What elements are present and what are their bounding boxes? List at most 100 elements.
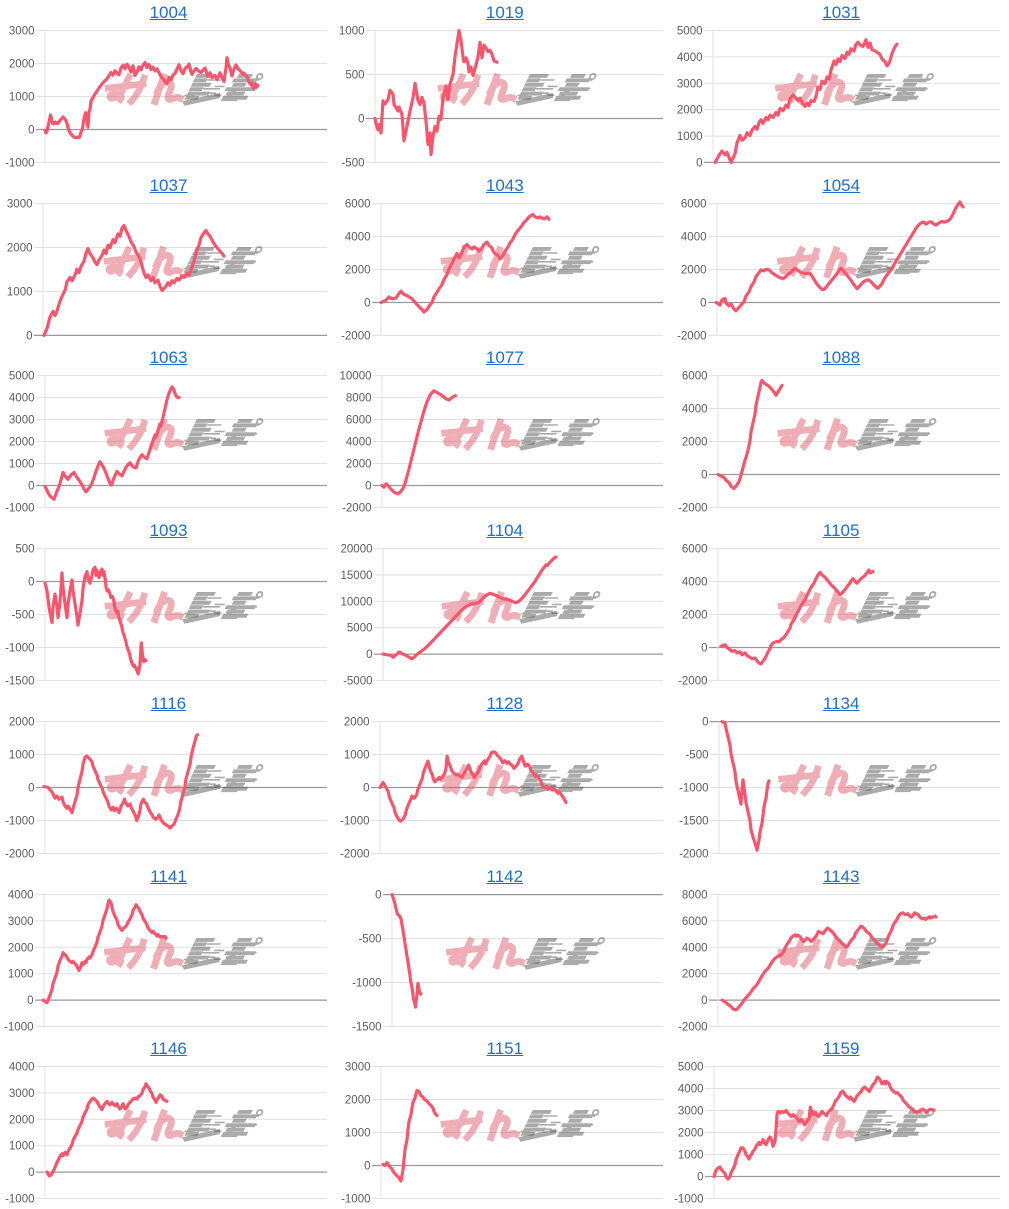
svg-text:4000: 4000 bbox=[682, 942, 708, 954]
svg-text:-2000: -2000 bbox=[341, 330, 370, 342]
svg-text:1000: 1000 bbox=[677, 131, 703, 143]
svg-text:3000: 3000 bbox=[345, 1062, 371, 1074]
svg-text:1000: 1000 bbox=[9, 749, 35, 761]
svg-text:5000: 5000 bbox=[677, 26, 703, 38]
svg-text:1000: 1000 bbox=[9, 1141, 35, 1153]
svg-text:500: 500 bbox=[346, 70, 365, 82]
svg-text:0: 0 bbox=[702, 716, 708, 728]
svg-text:6000: 6000 bbox=[682, 915, 708, 927]
svg-text:0: 0 bbox=[696, 157, 702, 169]
svg-text:10000: 10000 bbox=[341, 596, 373, 608]
svg-text:-5000: -5000 bbox=[343, 675, 372, 687]
svg-text:-1500: -1500 bbox=[5, 675, 34, 687]
svg-text:-2000: -2000 bbox=[678, 1021, 707, 1033]
svg-text:1000: 1000 bbox=[678, 1150, 704, 1162]
svg-text:-1000: -1000 bbox=[341, 1194, 370, 1206]
svg-text:3000: 3000 bbox=[9, 415, 35, 427]
svg-text:10000: 10000 bbox=[340, 371, 372, 383]
svg-text:2000: 2000 bbox=[8, 942, 34, 954]
svg-text:1000: 1000 bbox=[7, 286, 33, 298]
svg-text:8000: 8000 bbox=[346, 393, 372, 405]
svg-text:0: 0 bbox=[363, 782, 369, 794]
svg-text:0: 0 bbox=[700, 297, 706, 309]
svg-text:2000: 2000 bbox=[7, 242, 33, 254]
svg-text:-1000: -1000 bbox=[5, 503, 34, 515]
svg-text:0: 0 bbox=[27, 995, 33, 1007]
svg-text:-500: -500 bbox=[342, 157, 365, 169]
svg-text:4000: 4000 bbox=[9, 393, 35, 405]
svg-text:0: 0 bbox=[358, 114, 364, 126]
svg-text:-2000: -2000 bbox=[340, 848, 369, 860]
svg-text:-2000: -2000 bbox=[677, 330, 706, 342]
svg-text:3000: 3000 bbox=[9, 1088, 35, 1100]
svg-text:-1000: -1000 bbox=[5, 643, 34, 655]
svg-text:1000: 1000 bbox=[8, 968, 34, 980]
svg-text:2000: 2000 bbox=[346, 459, 372, 471]
svg-text:-500: -500 bbox=[685, 749, 708, 761]
svg-text:3000: 3000 bbox=[677, 78, 703, 90]
svg-text:-2000: -2000 bbox=[342, 503, 371, 515]
svg-text:-2000: -2000 bbox=[678, 503, 707, 515]
svg-text:6000: 6000 bbox=[345, 198, 371, 210]
svg-text:-1000: -1000 bbox=[5, 815, 34, 827]
svg-text:4000: 4000 bbox=[677, 52, 703, 64]
svg-text:2000: 2000 bbox=[345, 1095, 371, 1107]
svg-text:0: 0 bbox=[701, 470, 707, 482]
svg-text:6000: 6000 bbox=[346, 415, 372, 427]
svg-text:5000: 5000 bbox=[678, 1062, 704, 1074]
svg-text:-1500: -1500 bbox=[679, 815, 708, 827]
svg-text:3000: 3000 bbox=[8, 915, 34, 927]
svg-text:0: 0 bbox=[697, 1172, 703, 1184]
svg-text:-1000: -1000 bbox=[5, 157, 34, 169]
svg-text:0: 0 bbox=[28, 481, 34, 493]
svg-text:-1000: -1000 bbox=[340, 815, 369, 827]
svg-text:0: 0 bbox=[28, 782, 34, 794]
svg-text:3000: 3000 bbox=[7, 198, 33, 210]
svg-text:0: 0 bbox=[365, 481, 371, 493]
svg-text:3000: 3000 bbox=[9, 26, 35, 38]
svg-text:-2000: -2000 bbox=[5, 848, 34, 860]
svg-text:20000: 20000 bbox=[341, 544, 373, 556]
svg-text:6000: 6000 bbox=[682, 371, 708, 383]
svg-text:-1000: -1000 bbox=[352, 977, 381, 989]
svg-text:-2000: -2000 bbox=[678, 675, 707, 687]
svg-text:1000: 1000 bbox=[344, 749, 370, 761]
svg-text:-1000: -1000 bbox=[4, 1021, 33, 1033]
svg-text:2000: 2000 bbox=[344, 716, 370, 728]
svg-text:0: 0 bbox=[26, 330, 32, 342]
svg-text:-500: -500 bbox=[11, 610, 34, 622]
svg-text:0: 0 bbox=[28, 1167, 34, 1179]
svg-text:1000: 1000 bbox=[9, 92, 35, 104]
svg-text:4000: 4000 bbox=[682, 404, 708, 416]
svg-text:4000: 4000 bbox=[678, 1084, 704, 1096]
svg-text:0: 0 bbox=[701, 643, 707, 655]
svg-text:-1000: -1000 bbox=[679, 782, 708, 794]
svg-text:5000: 5000 bbox=[9, 371, 35, 383]
svg-text:1000: 1000 bbox=[339, 26, 365, 38]
svg-text:2000: 2000 bbox=[677, 105, 703, 117]
svg-text:1000: 1000 bbox=[345, 1128, 371, 1140]
svg-text:-500: -500 bbox=[359, 933, 382, 945]
svg-text:0: 0 bbox=[701, 995, 707, 1007]
svg-text:4000: 4000 bbox=[345, 231, 371, 243]
svg-text:4000: 4000 bbox=[346, 437, 372, 449]
svg-text:2000: 2000 bbox=[682, 968, 708, 980]
svg-text:2000: 2000 bbox=[9, 59, 35, 71]
svg-text:0: 0 bbox=[364, 1161, 370, 1173]
svg-text:2000: 2000 bbox=[682, 610, 708, 622]
svg-text:4000: 4000 bbox=[681, 231, 707, 243]
svg-text:6000: 6000 bbox=[682, 544, 708, 556]
svg-text:2000: 2000 bbox=[345, 264, 371, 276]
svg-text:2000: 2000 bbox=[678, 1128, 704, 1140]
svg-text:0: 0 bbox=[375, 889, 381, 901]
svg-text:0: 0 bbox=[28, 577, 34, 589]
svg-text:2000: 2000 bbox=[9, 716, 35, 728]
svg-text:-1000: -1000 bbox=[5, 1194, 34, 1206]
svg-text:6000: 6000 bbox=[681, 198, 707, 210]
svg-text:1000: 1000 bbox=[9, 459, 35, 471]
svg-text:-1500: -1500 bbox=[352, 1021, 381, 1033]
svg-text:2000: 2000 bbox=[9, 1115, 35, 1127]
svg-text:3000: 3000 bbox=[678, 1106, 704, 1118]
svg-text:4000: 4000 bbox=[8, 889, 34, 901]
svg-text:0: 0 bbox=[364, 297, 370, 309]
